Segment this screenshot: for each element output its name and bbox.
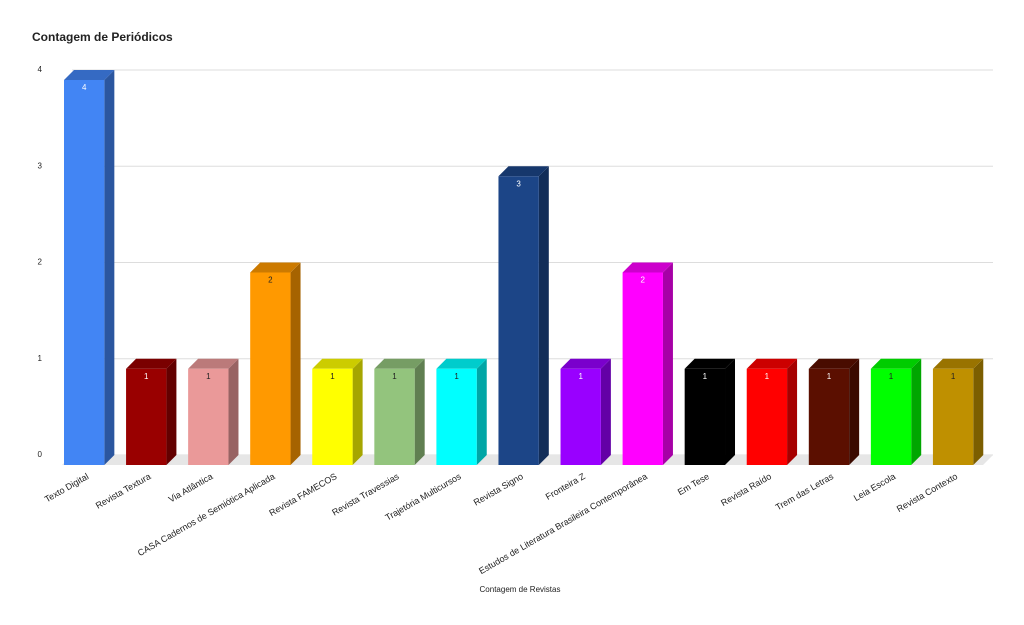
bar xyxy=(932,368,974,465)
bar-top xyxy=(188,358,239,369)
value-label: 1 xyxy=(827,372,832,381)
value-label: 2 xyxy=(268,276,273,285)
value-label: 3 xyxy=(516,179,521,188)
bar xyxy=(188,368,229,465)
bar xyxy=(250,272,291,465)
bar-top xyxy=(498,166,549,177)
bar xyxy=(126,368,167,465)
value-label: 1 xyxy=(951,372,956,381)
bar-side xyxy=(662,262,673,465)
bar xyxy=(436,368,477,465)
bar xyxy=(374,368,415,465)
bar-side xyxy=(104,70,115,465)
bar xyxy=(684,368,726,465)
bar-top xyxy=(932,358,984,369)
chart-title: Contagem de Periódicos xyxy=(32,30,173,44)
value-label: 1 xyxy=(206,372,211,381)
value-label: 1 xyxy=(144,372,149,381)
bar-top xyxy=(374,358,425,369)
bar-top xyxy=(622,262,673,273)
value-label: 4 xyxy=(82,83,87,92)
value-label: 1 xyxy=(703,372,708,381)
bar-top xyxy=(560,358,611,369)
bar-side xyxy=(166,358,177,465)
y-tick-label: 1 xyxy=(38,354,43,363)
bar xyxy=(870,368,912,465)
value-label: 1 xyxy=(330,372,335,381)
value-label: 1 xyxy=(765,372,770,381)
bar-side xyxy=(290,262,301,465)
bar-side xyxy=(476,358,487,465)
x-axis-title: Contagem de Revistas xyxy=(480,585,561,594)
bar xyxy=(746,368,788,465)
y-tick-label: 2 xyxy=(38,258,43,267)
bar-side xyxy=(352,358,363,465)
bar-top xyxy=(312,358,363,369)
bar xyxy=(64,80,105,465)
bar-top xyxy=(250,262,301,273)
value-label: 2 xyxy=(641,276,646,285)
bar-side xyxy=(228,358,239,465)
bar-top xyxy=(126,358,177,369)
bar-side xyxy=(538,166,549,465)
bar-side xyxy=(849,358,860,465)
value-label: 1 xyxy=(392,372,397,381)
value-label: 1 xyxy=(889,372,894,381)
y-tick-label: 3 xyxy=(38,161,43,170)
bar-top xyxy=(746,358,798,369)
bar xyxy=(808,368,850,465)
bar-top xyxy=(870,358,922,369)
value-label: 1 xyxy=(578,372,583,381)
bar xyxy=(560,368,601,465)
bar-top xyxy=(436,358,487,369)
bar-side xyxy=(787,358,798,465)
y-tick-label: 4 xyxy=(38,65,43,74)
value-label: 1 xyxy=(454,372,459,381)
bar xyxy=(498,176,539,465)
bar-side xyxy=(973,358,984,465)
y-tick-label: 0 xyxy=(38,450,43,459)
bar xyxy=(622,272,663,465)
bar-top xyxy=(684,358,736,369)
bar-side xyxy=(911,358,922,465)
bar-side xyxy=(414,358,425,465)
bar-side xyxy=(725,358,736,465)
bar xyxy=(312,368,353,465)
bar-side xyxy=(600,358,611,465)
bar-top xyxy=(64,70,115,80)
bar-top xyxy=(808,358,860,369)
